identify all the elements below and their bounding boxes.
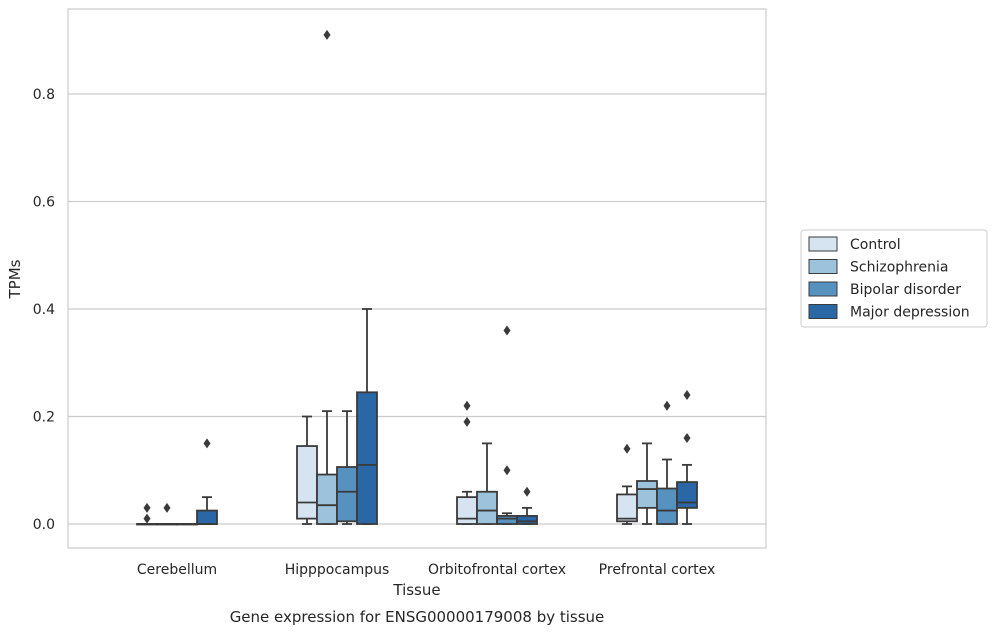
outlier-point [623,443,631,454]
outlier-point [143,502,151,513]
box-body [656,487,678,525]
box-body [456,496,478,525]
y-tick-label: 0.8 [33,87,55,103]
box-body [296,445,318,520]
y-tick-label: 0.0 [33,517,55,533]
box-bipolar-disorder [176,523,198,526]
outlier-point [523,486,531,497]
x-tick-label: Hipppocampus [285,562,390,578]
axes-frame [67,8,767,549]
figure-caption: Gene expression for ENSG00000179008 by t… [230,608,605,626]
x-tick-label: Orbitofrontal cortex [428,562,566,578]
legend-swatch [808,304,838,319]
box-control [296,415,318,525]
box-bipolar-disorder [656,400,678,525]
outlier-point [463,416,471,427]
legend-label: Control [850,237,901,253]
box-schizophrenia [476,442,498,525]
outlier-point [203,438,211,449]
box-major-depression [516,486,538,525]
box-control [456,400,478,525]
y-axis-label: TPMs [6,259,24,299]
box-body [356,391,378,525]
box-body [476,490,498,525]
x-tick-labels: Cerebellum Hipppocampus Orbitofrontal cort… [137,562,715,578]
box-body [676,481,698,509]
outlier-point [683,390,691,400]
box-schizophrenia [316,29,338,525]
x-tick-label: Cerebellum [137,562,217,578]
box-body [196,509,218,525]
legend: Control Schizophrenia Bipolar disorder Majo… [800,229,988,328]
legend-items: Control Schizophrenia Bipolar disorder Majo… [808,236,970,321]
legend-label: Schizophrenia [850,260,948,276]
y-tick-label: 0.2 [33,410,55,426]
outlier-point [163,502,171,513]
legend-label: Bipolar disorder [850,282,961,298]
box-major-depression [676,390,698,525]
outlier-point [143,513,151,524]
outlier-point [683,433,691,443]
plot-area [136,29,698,526]
legend-swatch [808,236,838,252]
y-tick-labels: 0.0 0.2 0.4 0.6 0.8 [33,87,55,533]
box-control [616,443,638,525]
outlier-point [323,29,331,40]
y-tick-label: 0.4 [33,302,55,318]
box-major-depression [356,308,378,525]
box-body [336,466,358,523]
outlier-point [663,400,671,411]
legend-frame [800,229,988,328]
box-control [136,502,158,526]
box-body [496,515,518,525]
box-body [516,515,538,525]
legend-label: Major depression [850,305,970,321]
box-body [616,493,638,523]
grid-lines [68,93,766,525]
box-major-depression [196,438,218,525]
outlier-point [463,400,471,411]
box-body [316,473,338,525]
outlier-point [503,325,511,336]
box-bipolar-disorder [336,410,358,525]
box-schizophrenia [156,502,178,526]
legend-swatch [808,281,838,297]
x-axis-label: Tissue [392,581,440,599]
outlier-point [503,465,511,476]
y-tick-label: 0.6 [33,195,55,211]
x-tick-label: Prefrontal cortex [599,562,716,578]
box-body [636,480,658,509]
legend-swatch [808,259,838,274]
box-schizophrenia [636,442,658,525]
box-bipolar-disorder [496,325,518,525]
